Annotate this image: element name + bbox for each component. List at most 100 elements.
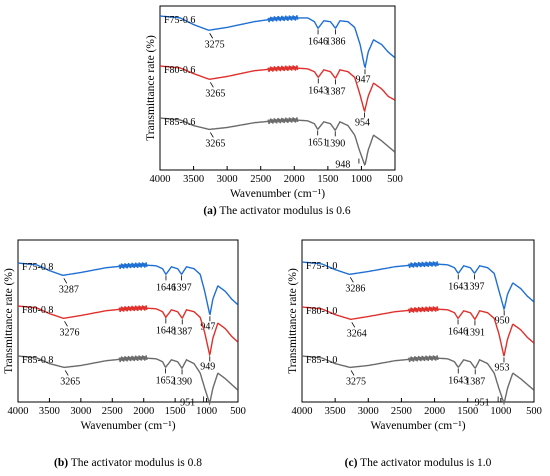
y-axis-title: Transmittance rate (%)	[3, 268, 15, 374]
series-label: F85-1.0	[306, 355, 337, 366]
peak-label: 951	[475, 398, 490, 409]
peak-label: 1646	[156, 282, 176, 293]
series-label: F75-1.0	[306, 261, 337, 272]
peak-label: 1397	[465, 281, 485, 292]
x-tick-label: 4000	[150, 174, 171, 185]
x-tick-label: 4000	[292, 406, 313, 417]
peak-label: 3275	[346, 376, 366, 387]
series-line-F80-0.6	[159, 65, 396, 113]
peak-label: 3287	[59, 284, 79, 295]
x-tick-label: 3500	[39, 406, 60, 417]
x-tick-label: 2500	[102, 406, 123, 417]
x-tick-label: 4000	[8, 406, 29, 417]
x-tick-label: 2000	[133, 406, 154, 417]
peak-label: 1387	[465, 376, 485, 387]
chart-panel-c: 4000 3500 3000 2500 2000 1500 1000 500 Wavenumbe…	[287, 239, 542, 469]
chart-panel-b: 4000 3500 3000 2500 2000 1500 1000 500 Wavenumbe…	[3, 239, 246, 469]
series-line-F85-1.0	[301, 355, 535, 406]
peak-label: 3265	[205, 138, 225, 149]
peak-label: 1648	[156, 325, 176, 336]
x-tick-label: 3000	[358, 406, 379, 417]
peak-label: 954	[355, 118, 370, 129]
peak-label: 1391	[465, 327, 485, 338]
caption-text: The activator modulus is 1.0	[357, 457, 491, 469]
peak-label: 3286	[345, 283, 365, 294]
plot-frame	[17, 239, 239, 403]
x-axis-title: Wavenumber (cm⁻¹)	[80, 420, 175, 432]
x-tick-label: 1000	[351, 174, 372, 185]
x-tick-label: 3000	[70, 406, 91, 417]
panel-caption: (a) The activator modulus is 0.6	[203, 205, 351, 217]
x-tick-label: 500	[526, 406, 542, 417]
peak-label: 1390	[172, 376, 192, 387]
series-label: F75-0.6	[164, 15, 195, 26]
peak-arrow	[63, 278, 68, 284]
peak-arrow	[209, 33, 214, 39]
peak-label: 948	[335, 160, 350, 171]
peak-label: 1386	[326, 36, 346, 47]
peak-label: 1646	[448, 326, 468, 337]
series-label: F80-1.0	[306, 306, 337, 317]
series-label: F85-0.8	[22, 355, 53, 366]
y-axis-title: Transmittance rate (%)	[145, 35, 157, 141]
peak-arrow	[64, 321, 68, 327]
peak-label: 1652	[156, 375, 176, 386]
caption-letter: (c)	[345, 457, 358, 469]
peak-arrow	[210, 82, 214, 88]
panel-caption: (c) The activator modulus is 1.0	[345, 457, 492, 469]
peak-arrow	[350, 370, 355, 376]
peak-label: 3275	[205, 39, 225, 50]
peak-label: 947	[355, 74, 370, 85]
peak-label: 1651	[308, 137, 328, 148]
peak-label: 1390	[325, 138, 345, 149]
series-label: F80-0.8	[22, 305, 53, 316]
x-tick-label: 3500	[183, 174, 204, 185]
x-tick-label: 2000	[284, 174, 305, 185]
x-tick-label: 1000	[490, 406, 511, 417]
caption-letter: (b)	[54, 457, 68, 469]
peak-arrow	[349, 277, 354, 283]
peak-label: 1397	[172, 282, 192, 293]
series-line-F80-0.8	[17, 305, 239, 357]
peak-label: 3265	[205, 88, 225, 99]
peak-label: 1643	[448, 375, 468, 386]
x-tick-label: 3500	[325, 406, 346, 417]
series-label: F75-0.8	[22, 262, 53, 273]
peak-label: 3264	[347, 328, 367, 339]
peak-label: 1646	[308, 36, 328, 47]
chart-panel-a: 4000 3500 3000 2500 2000 1500 1000 500 Wavenumbe…	[145, 5, 403, 217]
y-axis-title: Transmittance rate (%)	[287, 268, 299, 374]
peak-label: 3265	[60, 376, 80, 387]
x-tick-label: 1000	[196, 406, 217, 417]
x-tick-label: 3000	[217, 174, 238, 185]
peak-label: 947	[200, 321, 215, 332]
series-label: F80-0.6	[164, 65, 195, 76]
peak-label: 953	[494, 362, 509, 373]
series-line-F80-1.0	[301, 306, 535, 357]
peak-label: 1643	[308, 85, 328, 96]
x-tick-label: 500	[230, 406, 246, 417]
x-tick-label: 2000	[424, 406, 445, 417]
series-line-F75-0.8	[17, 262, 239, 316]
peak-label: 1387	[172, 326, 192, 337]
x-tick-label: 2500	[250, 174, 271, 185]
peak-label: 3276	[60, 327, 80, 338]
x-tick-label: 1500	[165, 406, 186, 417]
series-line-F85-0.6	[159, 117, 396, 167]
x-tick-label: 2500	[391, 406, 412, 417]
x-axis-title: Wavenumber (cm⁻¹)	[370, 420, 465, 432]
peak-arrow	[351, 322, 356, 328]
caption-text: The activator modulus is 0.6	[217, 205, 351, 217]
series-line-F75-1.0	[301, 261, 535, 312]
peak-label: 949	[200, 361, 215, 372]
x-axis-title: Wavenumber (cm⁻¹)	[230, 188, 325, 200]
series-line-F75-0.6	[159, 15, 396, 69]
series-label: F85-0.6	[164, 117, 195, 128]
caption-letter: (a)	[203, 205, 217, 217]
peak-label: 1387	[325, 86, 345, 97]
panel-caption: (b) The activator modulus is 0.8	[54, 457, 202, 469]
peak-label: 951	[180, 398, 195, 409]
plot-frame	[159, 5, 396, 171]
peak-arrow	[64, 370, 69, 376]
